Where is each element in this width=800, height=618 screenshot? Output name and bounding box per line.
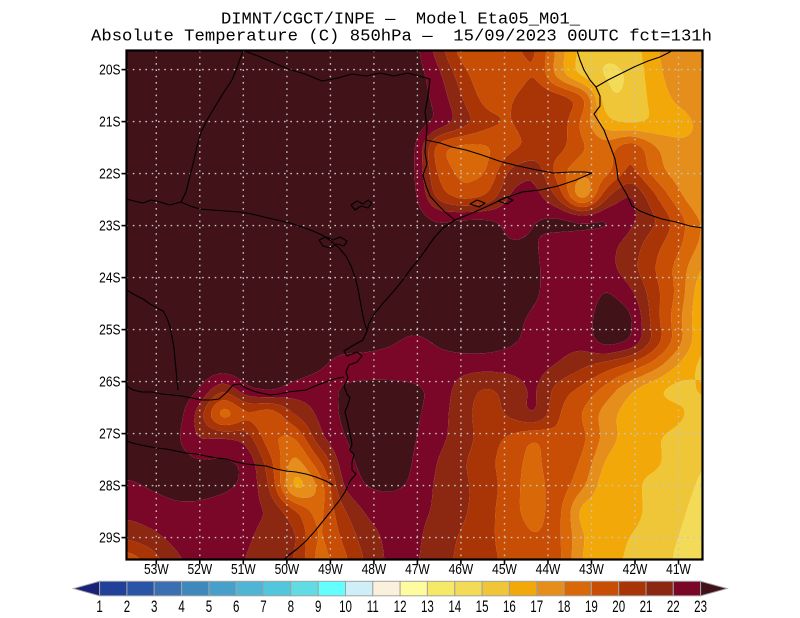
- svg-text:8: 8: [288, 598, 294, 617]
- svg-text:11: 11: [367, 598, 379, 617]
- svg-text:50W: 50W: [275, 561, 300, 578]
- svg-text:46W: 46W: [449, 561, 474, 578]
- svg-text:Absolute Temperature (C) 850hP: Absolute Temperature (C) 850hPa — 15/09/…: [91, 28, 712, 47]
- svg-text:19: 19: [585, 598, 598, 617]
- svg-text:DIMNT/CGCT/INPE — Model Eta05: DIMNT/CGCT/INPE — Model Eta05_M01_: [221, 11, 581, 30]
- svg-text:7: 7: [260, 598, 266, 617]
- svg-text:29S: 29S: [99, 529, 120, 546]
- svg-text:16: 16: [503, 598, 516, 617]
- svg-text:48W: 48W: [362, 561, 387, 578]
- svg-text:21: 21: [640, 598, 653, 617]
- svg-text:4: 4: [178, 598, 184, 617]
- svg-text:23S: 23S: [99, 217, 120, 234]
- svg-text:23: 23: [694, 598, 707, 617]
- svg-text:51W: 51W: [231, 561, 256, 578]
- svg-text:41W: 41W: [666, 561, 691, 578]
- svg-text:21S: 21S: [99, 113, 120, 130]
- svg-text:44W: 44W: [536, 561, 561, 578]
- svg-text:22: 22: [667, 598, 680, 617]
- svg-text:53W: 53W: [144, 561, 169, 578]
- svg-text:26S: 26S: [99, 373, 120, 390]
- svg-text:5: 5: [206, 598, 212, 617]
- svg-text:49W: 49W: [318, 561, 343, 578]
- svg-text:17: 17: [530, 598, 543, 617]
- svg-text:6: 6: [233, 598, 239, 617]
- svg-text:42W: 42W: [623, 561, 648, 578]
- svg-text:27S: 27S: [99, 425, 120, 442]
- svg-text:20S: 20S: [99, 61, 120, 78]
- svg-text:13: 13: [421, 598, 434, 617]
- svg-text:15: 15: [476, 598, 489, 617]
- svg-text:18: 18: [558, 598, 571, 617]
- svg-text:3: 3: [151, 598, 157, 617]
- svg-text:52W: 52W: [187, 561, 212, 578]
- svg-text:43W: 43W: [579, 561, 604, 578]
- svg-text:10: 10: [339, 598, 352, 617]
- svg-text:1: 1: [96, 598, 102, 617]
- svg-text:12: 12: [394, 598, 407, 617]
- svg-text:14: 14: [448, 598, 461, 617]
- svg-text:2: 2: [124, 598, 130, 617]
- svg-text:45W: 45W: [492, 561, 517, 578]
- svg-text:9: 9: [315, 598, 321, 617]
- svg-text:20: 20: [612, 598, 625, 617]
- svg-text:25S: 25S: [99, 321, 120, 338]
- svg-text:28S: 28S: [99, 477, 120, 494]
- svg-text:47W: 47W: [405, 561, 430, 578]
- svg-text:22S: 22S: [99, 165, 120, 182]
- svg-text:24S: 24S: [99, 269, 120, 286]
